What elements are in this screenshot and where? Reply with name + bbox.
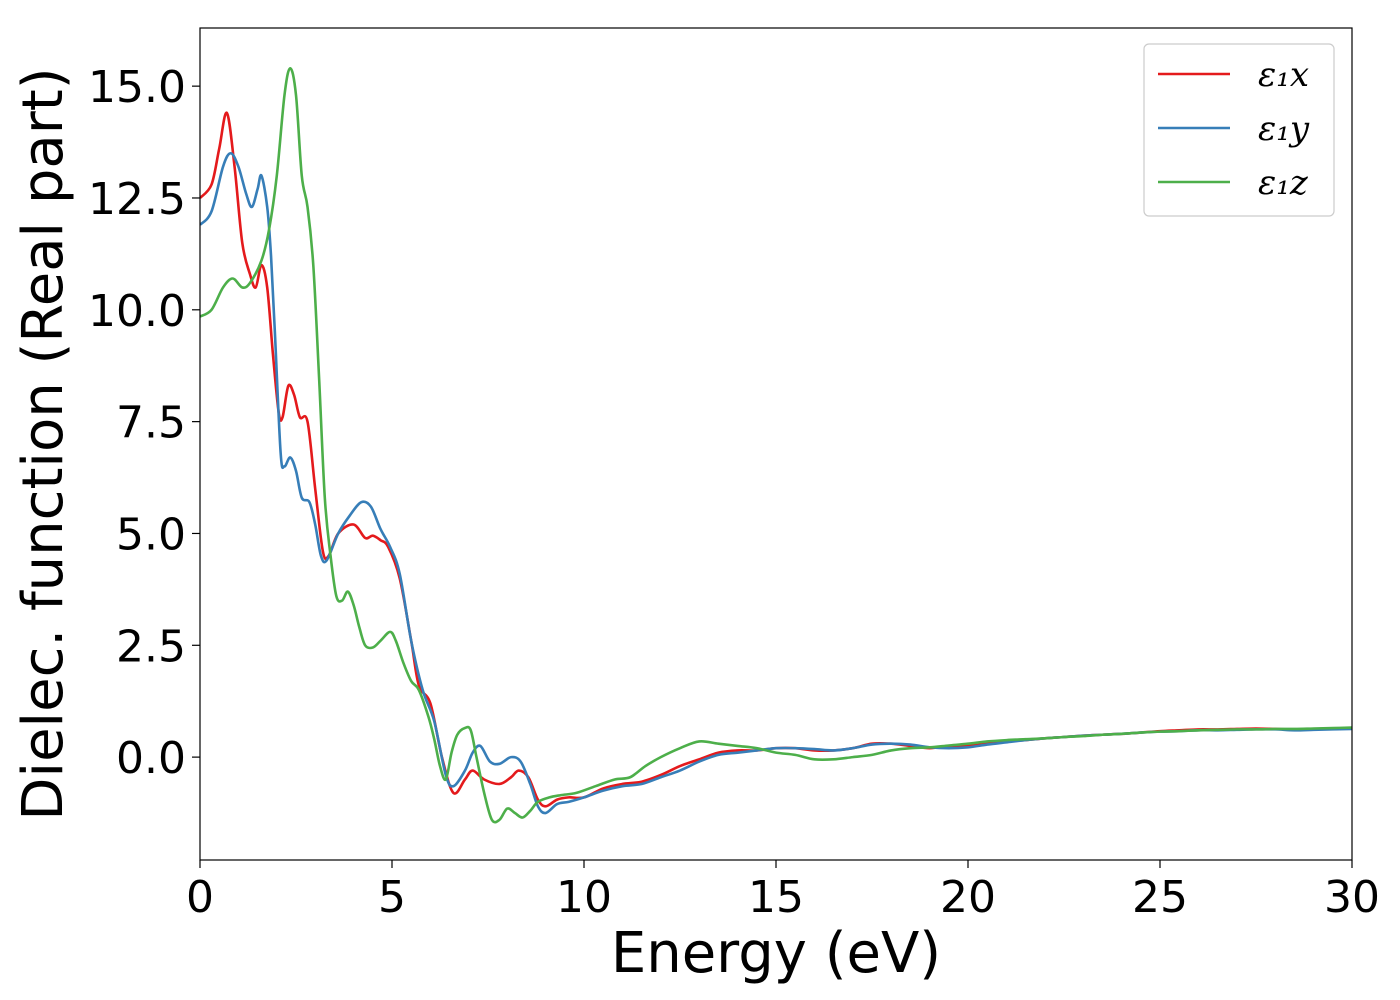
x-tick-label: 10	[556, 872, 612, 923]
legend: ε₁x ε₁y ε₁z	[1143, 43, 1335, 217]
y-axis-title: Dielec. function (Real part)	[11, 67, 76, 820]
legend-label: ε₁x	[1258, 55, 1309, 95]
y-tick-label: 0.0	[116, 733, 186, 784]
series-line-3	[200, 66, 1352, 824]
x-tick-label: 20	[940, 872, 996, 923]
legend-box	[1143, 43, 1335, 217]
legend-label: ε₁z	[1258, 163, 1309, 203]
y-tick-label: 10.0	[88, 286, 186, 337]
series-layer	[200, 66, 1352, 824]
x-axis-title: Energy (eV)	[611, 921, 941, 986]
y-tick-label: 7.5	[116, 398, 186, 449]
x-tick-label: 30	[1324, 872, 1380, 923]
x-tick-label: 15	[748, 872, 804, 923]
y-axis: 0.0 2.5 5.0 7.5 10.0 12.5 15.0	[88, 62, 200, 784]
y-tick-label: 5.0	[116, 509, 186, 560]
y-tick-label: 2.5	[116, 621, 186, 672]
x-tick-label: 25	[1132, 872, 1188, 923]
x-tick-label: 5	[378, 872, 406, 923]
x-tick-label: 0	[186, 872, 214, 923]
series-line-2	[200, 151, 1352, 815]
y-tick-label: 12.5	[88, 174, 186, 225]
x-axis: 0 5 10 15 20 25 30	[186, 860, 1380, 923]
series-line-1	[200, 111, 1352, 808]
legend-label: ε₁y	[1258, 109, 1310, 149]
y-tick-label: 15.0	[88, 62, 186, 113]
